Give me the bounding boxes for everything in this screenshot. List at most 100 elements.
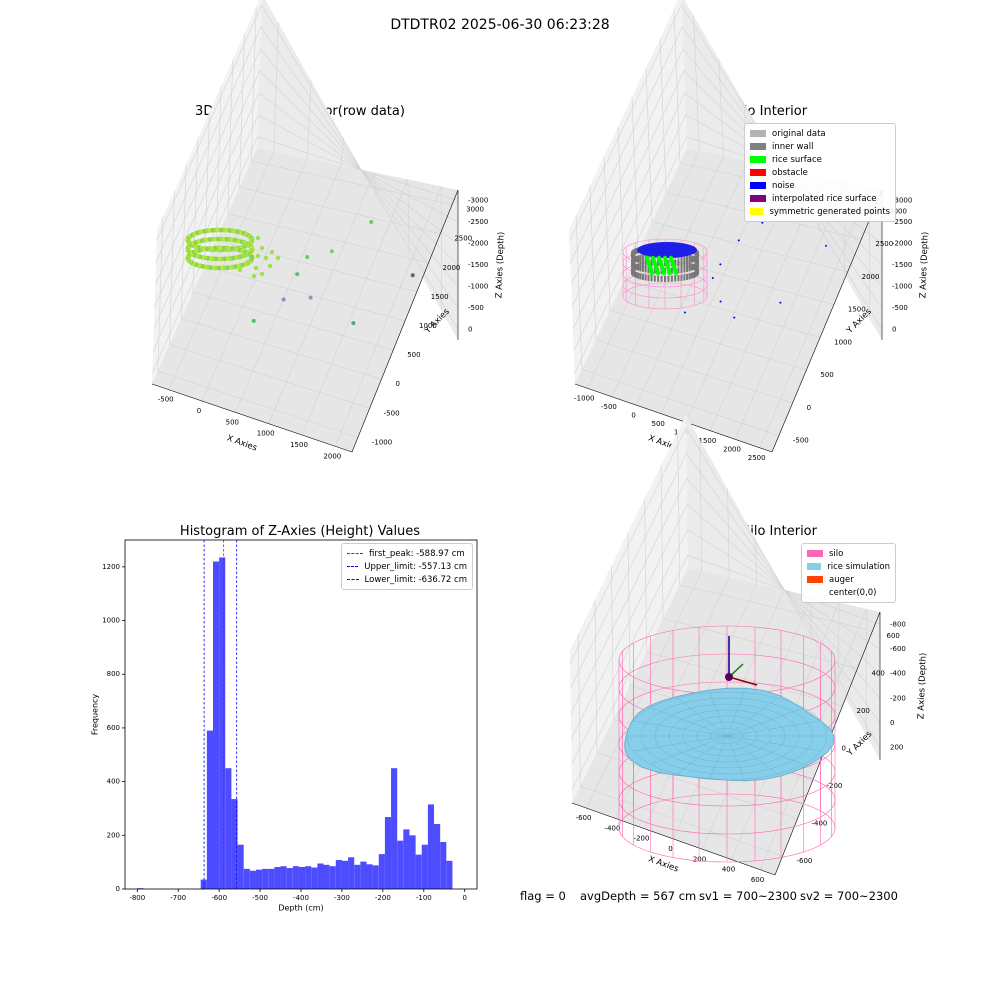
cls-y-tick: 0 <box>807 404 811 412</box>
figure-suptitle: DTDTR02 2025-06-30 06:23:28 <box>390 17 610 33</box>
raw-x-tick: 1000 <box>257 430 275 438</box>
sim-grid-z <box>571 529 881 765</box>
raw-grid-x <box>201 80 312 402</box>
sim-grid-z <box>570 452 881 724</box>
hist-bar <box>341 860 349 889</box>
sim-grid-y <box>644 498 843 707</box>
sim-rice-mesh-spoke <box>709 735 728 780</box>
sim-grid-x <box>586 439 703 809</box>
hist-bar <box>378 854 385 889</box>
cls-axis-y <box>771 189 883 453</box>
cls-inner-wall-point <box>635 272 638 278</box>
raw-outlier-point <box>251 318 256 323</box>
legend-label: interpolated rice surface <box>772 193 877 204</box>
hist-bar <box>298 866 306 889</box>
cls-inner-wall-point <box>650 275 653 282</box>
cls-inner-wall-point <box>692 256 695 262</box>
legend-item-auger: auger <box>807 573 890 586</box>
raw-y-tick: -1000 <box>372 438 392 446</box>
cls-inner-wall-point <box>688 273 691 280</box>
hist-bar <box>421 844 428 889</box>
cls-inner-wall-point <box>647 274 650 281</box>
sim-x-tick: 600 <box>751 876 764 884</box>
cls-noise-point <box>719 263 722 266</box>
cls-inner-wall-point <box>633 256 636 263</box>
cls-y-tick: 2500 <box>875 240 893 248</box>
legend-swatch <box>750 195 766 202</box>
sim-grid-y <box>578 633 783 857</box>
hist-ylabel: Frequency <box>91 694 100 736</box>
sim-rice-mesh-spoke <box>650 707 728 737</box>
hist-bar <box>323 864 330 889</box>
sim-grid-x <box>760 608 867 871</box>
histogram-legend: first_peak: -588.97 cm Upper_limit: -557… <box>341 543 473 590</box>
legend-item-lower-limit: Lower_limit: -636.72 cm <box>347 573 467 586</box>
sim-y-tick: -600 <box>797 857 813 865</box>
cls-inner-wall-point <box>639 254 642 261</box>
raw-grid-y <box>157 216 358 438</box>
cls-inner-wall-point <box>635 264 638 270</box>
hist-bar <box>243 868 250 889</box>
hist-bar <box>434 824 441 889</box>
raw-x-tick: -500 <box>158 396 174 404</box>
hist-bar <box>409 835 416 889</box>
footer-sv2: sv2 = 700~2300 <box>800 889 898 903</box>
cls-rice-point <box>653 264 659 270</box>
cls-inner-wall-point <box>653 275 656 282</box>
cls-grid-y <box>659 38 862 240</box>
cls-inner-wall-point <box>683 261 686 268</box>
cls-inner-wall-point <box>644 266 647 273</box>
cls-noise-point <box>733 316 736 319</box>
hist-bar <box>280 866 287 889</box>
raw-wall-point <box>249 236 255 242</box>
legend-line <box>347 566 359 567</box>
sim-x-tick: -600 <box>576 814 592 822</box>
cls-inner-wall-point <box>688 254 691 261</box>
cls-x-tick: 2000 <box>723 445 741 453</box>
cls-zlabel: Z Axies (Depth) <box>918 232 930 299</box>
cls-y-tick: 1500 <box>848 306 866 314</box>
cls-inner-wall-point <box>664 268 666 274</box>
cls-inner-wall-point <box>686 262 689 269</box>
hist-bar <box>335 860 342 889</box>
hist-x-tick: -100 <box>416 894 432 902</box>
sim-center-axis-x <box>728 676 758 686</box>
cls-inner-wall-point <box>664 260 666 266</box>
cls-rice-point <box>665 264 671 270</box>
sim-x-tick: -400 <box>605 824 621 832</box>
hist-bar <box>206 730 213 889</box>
cls-z-tick: -3000 <box>892 197 912 205</box>
sim-z-tick: -600 <box>890 645 906 653</box>
cls-inner-wall-point <box>688 262 691 269</box>
raw-outlier-point <box>329 249 334 254</box>
cls-inner-wall-point <box>696 267 699 274</box>
cls-grid-y <box>575 215 779 436</box>
cls-inner-wall-point <box>650 260 653 267</box>
sim-ylabel: Y Axies <box>845 729 875 759</box>
cls-grid-y <box>617 126 821 338</box>
legend-item-rice-simulation: rice simulation <box>807 560 890 573</box>
cls-rice-point <box>672 267 678 273</box>
cls-x-tick: 2500 <box>748 454 766 462</box>
raw-y-tick: 1000 <box>419 322 437 330</box>
cls-inner-wall-point <box>647 266 650 273</box>
sim-rice-mesh-spoke <box>632 720 728 737</box>
hist-x-tick: -300 <box>334 894 350 902</box>
legend-label: Upper_limit: -557.13 cm <box>364 561 467 572</box>
cls-rice-point <box>663 258 669 264</box>
cls-rice-point <box>660 267 666 273</box>
raw-cluster-point <box>251 273 257 279</box>
cls-inner-wall-point <box>633 264 636 271</box>
cls-inner-wall-point <box>644 258 647 265</box>
hist-bar <box>329 866 336 889</box>
legend-label: original data <box>772 128 826 139</box>
raw-cluster-point <box>267 263 273 269</box>
cls-rice-point <box>651 258 657 264</box>
raw-y-tick: 0 <box>395 380 399 388</box>
cls-z-tick: -2000 <box>892 240 912 248</box>
hist-x-tick: -800 <box>129 894 145 902</box>
sim-z-tick: -200 <box>890 694 906 702</box>
raw-y-tick: 2000 <box>443 264 461 272</box>
hist-x-tick: -700 <box>170 894 186 902</box>
sim-rice-mesh-spoke <box>726 720 822 737</box>
